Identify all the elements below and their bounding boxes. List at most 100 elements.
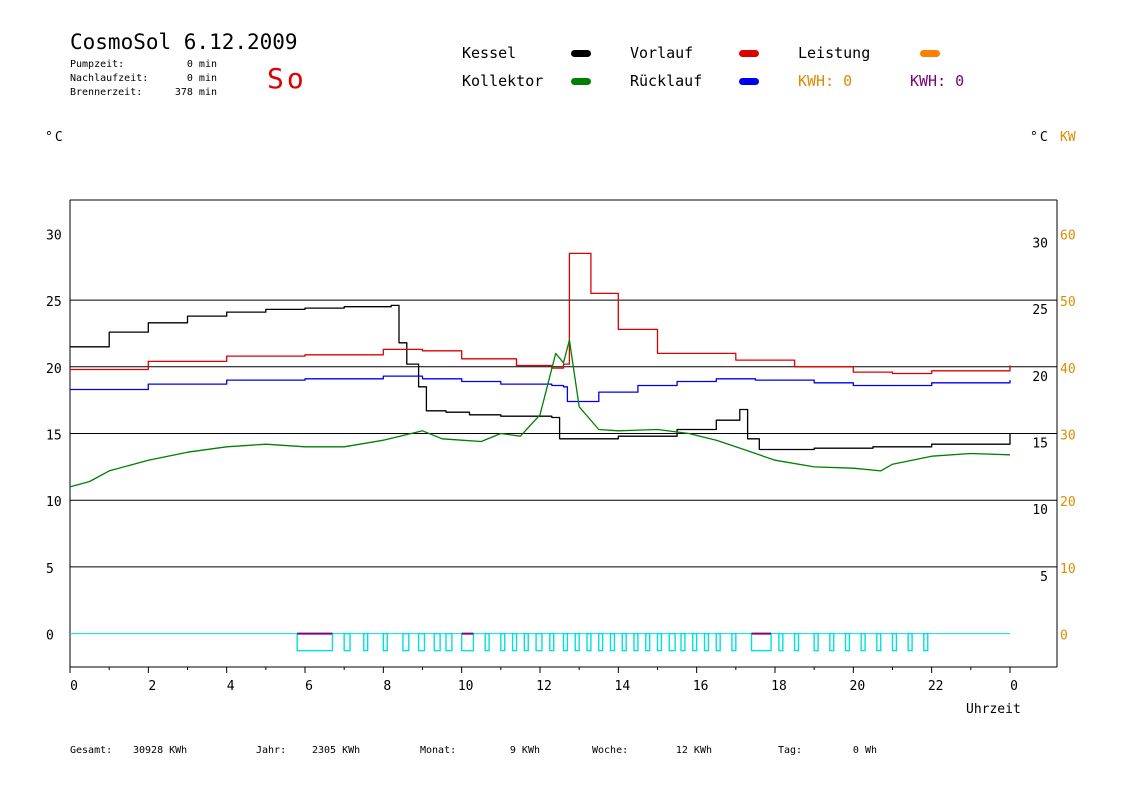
info-value-pumpzeit: 0 min [186,59,217,70]
legend-label-kessel: Kessel [462,44,517,62]
event-block-brenner [844,632,851,652]
info-value-nachlaufzeit: 0 min [186,73,217,84]
event-block-brenner [402,632,410,652]
x-tick-label: 16 [693,679,709,694]
event-block-brenner [433,632,441,652]
x-tick-label: 14 [615,679,631,694]
y-kw-tick-label: 50 [1060,295,1076,310]
event-block-brenner [598,632,604,652]
footer-label-monat: Monat: [420,745,457,756]
footer-value-monat: 9 KWh [509,745,540,756]
event-block-brenner [860,632,866,652]
x-tick-label: 18 [771,679,787,694]
y-left-tick-label: 30 [46,228,62,243]
y-right-tick-label: 15 [1032,437,1048,452]
event-block-brenner [586,632,592,652]
gridlines [69,199,1058,673]
footer-label-gesamt: Gesamt: [70,745,113,756]
left-axis-unit: °C [45,130,65,145]
legend-label-vorlauf: Vorlauf [630,44,694,62]
info-label-pumpzeit: Pumpzeit: [70,59,125,70]
x-tick-label: 10 [458,679,474,694]
event-block-brenner [750,632,772,652]
footer-value-tag: 0 Wh [852,745,877,756]
event-block-brenner [778,632,784,652]
right-axis-unit-kw: KW [1060,130,1076,145]
series-line-kessel [70,304,1011,451]
event-block-brenner [633,632,639,652]
event-block-brenner [417,632,426,652]
legend-label-kollektor: Kollektor [462,72,544,90]
event-block-brenner [535,632,543,652]
event-block-brenner [645,632,651,652]
series-line-ruecklauf [70,375,1011,403]
event-block-brenner [680,632,686,652]
y-kw-tick-label: 10 [1060,562,1076,577]
y-right-tick-label: 30 [1032,236,1048,251]
event-block-brenner [445,632,453,652]
legend-label-ruecklauf: Rücklauf [630,72,703,90]
event-block-brenner [500,632,506,652]
x-tick-label: 2 [148,679,156,694]
footer-label-jahr: Jahr: [256,745,287,756]
info-label-brennerzeit: Brennerzeit: [70,87,143,98]
event-block-brenner [484,632,490,652]
footer-value-woche: 12 KWh [675,745,712,756]
legend-label-leistung: Leistung [798,44,871,62]
x-tick-label: 0 [70,679,78,694]
event-block-brenner [656,632,663,652]
event-block-brenner [562,632,569,652]
event-block-brenner [668,632,676,652]
x-tick-label: 4 [227,679,235,694]
event-block-brenner [829,632,835,652]
footer-label-woche: Woche: [592,745,629,756]
event-block-brenner [891,632,898,652]
y-right-tick-label: 20 [1032,370,1048,385]
legend-swatch-kessel [571,50,591,57]
event-block-brenner [876,632,882,652]
legend-swatch-leistung [920,50,940,57]
event-block-brenner [363,632,369,652]
x-tick-label: 20 [850,679,866,694]
event-block-brenner [382,632,388,652]
series-lines [69,252,1011,488]
y-kw-tick-label: 40 [1060,362,1076,377]
legend-kwh-orange: KWH: 0 [798,72,853,90]
status-symbol: So [267,62,307,95]
x-tick-label: 12 [536,679,552,694]
x-tick-label: 8 [383,679,391,694]
event-block-brenner [296,632,334,652]
footer-label-tag: Tag: [778,745,803,756]
event-block-brenner [692,632,698,652]
legend-kwh-purple: KWH: 0 [910,72,965,90]
x-tick-label: 0 [1010,679,1018,694]
event-block-brenner [793,632,800,652]
x-tick-label: 22 [928,679,944,694]
event-block-brenner [731,632,737,652]
info-value-brennerzeit: 378 min [174,87,217,98]
y-right-tick-label: 10 [1032,503,1048,518]
x-axis-label: Uhrzeit [966,702,1021,717]
event-block-brenner [549,632,555,652]
footer-value-jahr: 2305 KWh [312,745,361,756]
event-block-brenner [715,632,721,652]
tick-labels: 0 2 4 6 8 10 12 14 16 18 20 22 0 0 5 10 15 20 25 30 5 10 15 20 2… [46,228,1076,694]
y-left-tick-label: 0 [46,629,54,644]
event-bars [296,632,929,652]
y-kw-tick-label: 60 [1060,228,1076,243]
info-label-nachlaufzeit: Nachlaufzeit: [70,73,149,84]
legend-swatch-vorlauf [739,50,759,57]
event-block-brenner [343,632,351,652]
y-left-tick-label: 20 [46,362,62,377]
event-block-brenner [907,632,913,652]
event-block-brenner [460,632,475,652]
event-block-brenner [523,632,529,652]
x-tick-label: 6 [305,679,313,694]
y-left-tick-label: 25 [46,295,62,310]
event-block-brenner [621,632,627,652]
series-line-kollektor [69,339,1011,488]
series-line-vorlauf [70,252,1011,375]
y-kw-tick-label: 0 [1060,629,1068,644]
y-kw-tick-label: 20 [1060,495,1076,510]
event-block-brenner [923,632,929,652]
